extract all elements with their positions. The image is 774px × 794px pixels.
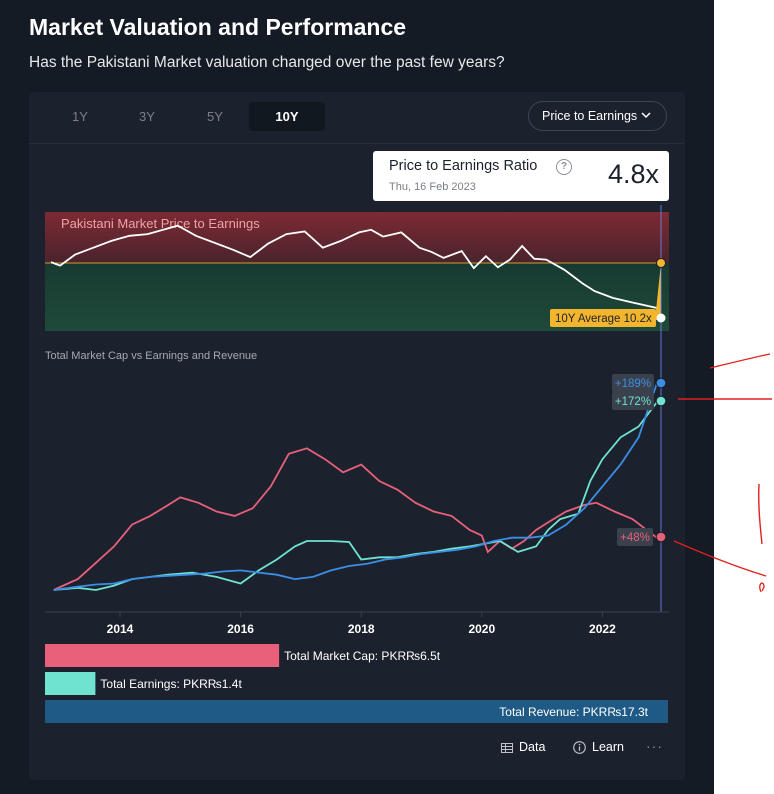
x-tick-label: 2022	[589, 622, 616, 636]
metric-select[interactable]: Price to Earnings	[528, 101, 667, 131]
summary-bar-label: Total Earnings: PKR₨1.4t	[100, 677, 242, 691]
end-value-badge	[617, 528, 653, 546]
x-tick-label: 2018	[348, 622, 375, 636]
data-button-label: Data	[519, 740, 546, 754]
chevron-down-icon	[641, 112, 651, 119]
learn-button[interactable]: Learn	[573, 740, 624, 755]
tab-3y[interactable]: 3Y	[139, 109, 155, 124]
x-tick-label: 2014	[107, 622, 134, 636]
header-divider	[29, 143, 685, 144]
tab-10y[interactable]: 10Y	[249, 102, 325, 131]
series-end-dot	[655, 531, 667, 543]
learn-button-label: Learn	[592, 740, 624, 754]
end-value-badge	[612, 374, 654, 392]
tab-1y[interactable]: 1Y	[72, 109, 88, 124]
data-button[interactable]: Data	[501, 740, 545, 754]
growth-chart-title: Total Market Cap vs Earnings and Revenue	[45, 350, 257, 362]
pe-current-dot	[656, 313, 666, 323]
summary-bar	[45, 644, 280, 667]
x-tick-label: 2016	[227, 622, 254, 636]
pe-tooltip: Price to Earnings Ratio ? Thu, 16 Feb 20…	[373, 151, 669, 201]
tab-5y[interactable]: 5Y	[207, 109, 223, 124]
page-subtitle: Has the Pakistani Market valuation chang…	[29, 54, 505, 71]
more-options-button[interactable]: ···	[646, 738, 663, 754]
series-line	[53, 383, 658, 591]
pe-band-above-average	[45, 212, 669, 263]
pe-average-dot	[656, 258, 666, 268]
info-icon	[573, 741, 586, 755]
pe-line	[50, 224, 662, 310]
series-end-dot	[655, 377, 667, 389]
summary-bar-label: Total Revenue: PKR₨17.3t	[499, 705, 648, 719]
table-icon	[501, 742, 513, 753]
series-end-dot	[655, 395, 667, 407]
page-title: Market Valuation and Performance	[29, 14, 407, 40]
end-value-label: +48%	[620, 532, 650, 544]
end-value-badge	[612, 392, 654, 410]
end-value-label: +172%	[615, 396, 651, 408]
series-line	[53, 447, 658, 591]
tooltip-value: 4.8x	[607, 159, 659, 189]
series-line	[53, 401, 658, 591]
end-value-label: +189%	[615, 378, 651, 390]
pe-series-title: Pakistani Market Price to Earnings	[61, 216, 260, 231]
help-icon[interactable]: ?	[556, 159, 572, 175]
x-tick-label: 2020	[468, 622, 495, 636]
average-badge-label: 10Y Average 10.2x	[555, 313, 652, 325]
tooltip-date: Thu, 16 Feb 2023	[389, 181, 476, 193]
pe-average-wedge	[655, 263, 661, 320]
summary-bar	[45, 672, 96, 695]
summary-bar-label: Total Market Cap: PKR₨6.5t	[284, 649, 441, 663]
metric-select-value: Price to Earnings	[542, 109, 638, 123]
tooltip-title: Price to Earnings Ratio	[389, 158, 538, 174]
summary-bar	[45, 700, 668, 723]
average-badge	[550, 309, 656, 327]
